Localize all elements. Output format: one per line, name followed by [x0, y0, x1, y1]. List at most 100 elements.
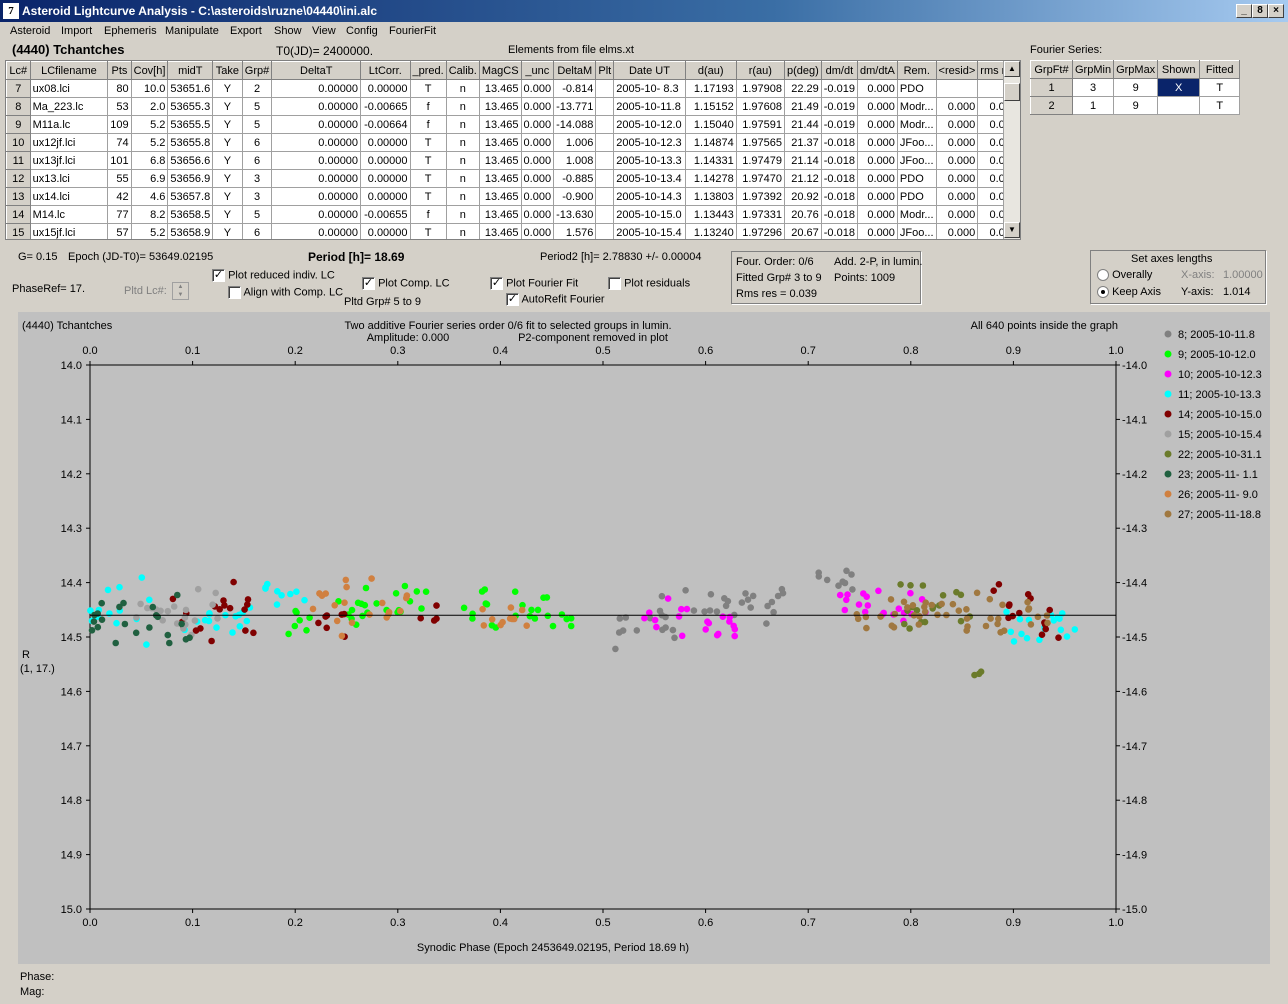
table-cell[interactable]: 0.00000 — [360, 223, 411, 239]
column-header[interactable]: Grp# — [241, 61, 273, 80]
table-cell[interactable]: Y — [212, 169, 243, 188]
table-cell[interactable]: 2.0 — [130, 97, 169, 116]
table-cell[interactable]: 0.000 — [520, 133, 555, 152]
table-cell[interactable]: f — [409, 205, 447, 224]
table-cell[interactable]: 13.465 — [478, 223, 522, 239]
table-cell[interactable]: 4.6 — [130, 187, 169, 206]
column-header[interactable]: LCfilename — [29, 61, 109, 80]
table-cell[interactable]: 0.000 — [935, 133, 979, 152]
table-cell[interactable]: Modr... — [896, 97, 937, 116]
fourier-row-1-grpmin[interactable]: 3 — [1071, 78, 1115, 97]
column-header[interactable]: r(au) — [735, 61, 785, 80]
table-cell[interactable]: 1.14278 — [684, 169, 737, 188]
table-cell[interactable]: 2005-10-13.4 — [613, 169, 686, 188]
table-cell[interactable] — [595, 151, 615, 170]
table-cell[interactable]: n — [445, 151, 480, 170]
table-cell[interactable]: 1.97565 — [735, 133, 785, 152]
table-cell[interactable]: 1.97591 — [735, 115, 785, 134]
table-cell[interactable]: 0.000 — [856, 187, 898, 206]
table-cell[interactable]: 57 — [107, 223, 132, 239]
column-header[interactable]: Date UT — [613, 61, 686, 80]
y-axis-value[interactable]: 1.014 — [1223, 286, 1251, 298]
table-cell[interactable]: ux12jf.lci — [29, 133, 109, 152]
table-cell[interactable]: f — [409, 97, 447, 116]
table-cell[interactable]: Y — [212, 97, 243, 116]
scroll-thumb[interactable] — [1004, 83, 1020, 101]
plot-fourier-checkbox[interactable]: ✓ Plot Fourier Fit — [490, 277, 578, 290]
table-cell[interactable]: 6.9 — [130, 169, 169, 188]
table-cell[interactable]: 7 — [6, 79, 31, 98]
table-cell[interactable]: 0.000 — [935, 97, 979, 116]
table-cell[interactable]: 14 — [6, 205, 31, 224]
table-cell[interactable]: 0.00000 — [271, 133, 362, 152]
table-cell[interactable]: -0.018 — [820, 151, 858, 170]
table-vertical-scrollbar[interactable]: ▲ ▼ — [1003, 61, 1020, 239]
table-cell[interactable]: 0.000 — [856, 169, 898, 188]
table-cell[interactable]: 53658.5 — [167, 205, 214, 224]
table-cell[interactable]: 53657.8 — [167, 187, 214, 206]
table-cell[interactable]: n — [445, 79, 480, 98]
table-cell[interactable] — [595, 205, 615, 224]
column-header[interactable]: Calib. — [445, 61, 480, 80]
fourier-row-1-fitted[interactable]: T — [1199, 78, 1241, 97]
column-header[interactable]: dm/dt — [820, 61, 858, 80]
table-cell[interactable]: 1.97479 — [735, 151, 785, 170]
plot-area[interactable]: (4440) Tchantches Two additive Fourier s… — [18, 312, 1270, 964]
table-cell[interactable]: -0.885 — [553, 169, 597, 188]
table-cell[interactable]: f — [409, 115, 447, 134]
table-cell[interactable]: 0.000 — [935, 223, 979, 239]
table-cell[interactable]: 13.465 — [478, 133, 522, 152]
table-cell[interactable]: 0.00000 — [360, 133, 411, 152]
table-cell[interactable]: 53656.6 — [167, 151, 214, 170]
table-cell[interactable] — [595, 79, 615, 98]
table-cell[interactable]: 13.465 — [478, 151, 522, 170]
table-cell[interactable]: -0.018 — [820, 133, 858, 152]
table-cell[interactable]: 6.8 — [130, 151, 169, 170]
menu-import[interactable]: Import — [61, 25, 93, 37]
menu-config[interactable]: Config — [346, 25, 378, 37]
table-cell[interactable]: JFoo... — [896, 223, 937, 239]
column-header[interactable]: _unc — [520, 61, 555, 80]
table-cell[interactable]: 2005-10-15.4 — [613, 223, 686, 239]
table-cell[interactable]: 0.00000 — [271, 205, 362, 224]
table-cell[interactable]: 21.37 — [783, 133, 822, 152]
table-cell[interactable]: Ma_223.lc — [29, 97, 109, 116]
table-cell[interactable]: 2005-10-13.3 — [613, 151, 686, 170]
table-cell[interactable]: 0.00000 — [360, 151, 411, 170]
table-cell[interactable]: 0.00000 — [271, 187, 362, 206]
table-cell[interactable]: 53655.8 — [167, 133, 214, 152]
column-header[interactable]: DeltaM — [553, 61, 597, 80]
table-cell[interactable]: 21.14 — [783, 151, 822, 170]
table-cell[interactable]: 2005-10- 8.3 — [613, 79, 686, 98]
table-cell[interactable]: 0.00000 — [271, 151, 362, 170]
table-cell[interactable]: 12 — [6, 169, 31, 188]
table-cell[interactable]: ux14.lci — [29, 187, 109, 206]
fourier-row-2-fitted[interactable]: T — [1199, 96, 1241, 115]
table-cell[interactable]: 6 — [241, 223, 273, 239]
table-cell[interactable]: 5 — [241, 97, 273, 116]
table-cell[interactable] — [595, 133, 615, 152]
table-cell[interactable]: 2005-10-14.3 — [613, 187, 686, 206]
table-cell[interactable]: n — [445, 133, 480, 152]
table-cell[interactable]: 0.000 — [856, 97, 898, 116]
plot-residuals-checkbox[interactable]: Plot residuals — [608, 277, 690, 290]
column-header[interactable]: dm/dtA — [856, 61, 898, 80]
table-cell[interactable]: Y — [212, 223, 243, 239]
table-cell[interactable]: 53655.3 — [167, 97, 214, 116]
table-cell[interactable]: 1.17193 — [684, 79, 737, 98]
table-cell[interactable]: -0.018 — [820, 169, 858, 188]
table-cell[interactable]: Modr... — [896, 205, 937, 224]
table-cell[interactable]: ux13jf.lci — [29, 151, 109, 170]
table-cell[interactable]: ux08.lci — [29, 79, 109, 98]
table-cell[interactable]: 0.00000 — [271, 115, 362, 134]
fourier-row-1-shown[interactable]: X — [1157, 78, 1201, 97]
column-header[interactable]: midT — [167, 61, 214, 80]
menu-view[interactable]: View — [312, 25, 336, 37]
table-cell[interactable]: n — [445, 115, 480, 134]
table-cell[interactable]: 22.29 — [783, 79, 822, 98]
table-cell[interactable]: -0.814 — [553, 79, 597, 98]
table-cell[interactable]: 42 — [107, 187, 132, 206]
autorefit-checkbox[interactable]: ✓ AutoRefit Fourier — [506, 293, 605, 306]
